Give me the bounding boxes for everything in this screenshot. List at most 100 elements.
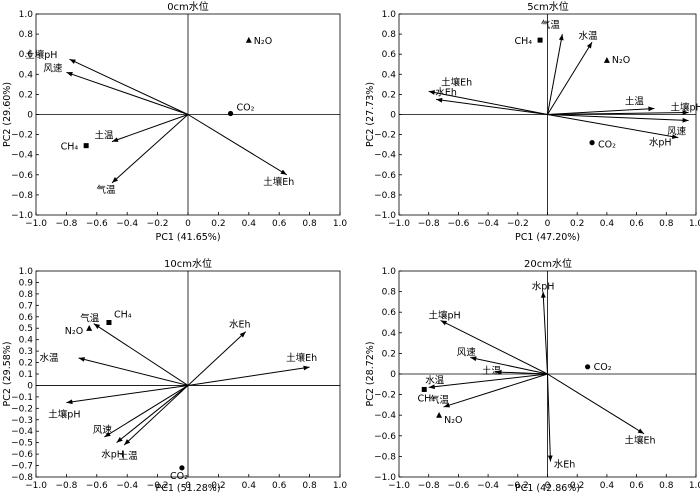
y-tick-label: −1.0 [374,473,396,483]
vector-label: 土壤pH [670,101,700,113]
y-tick-label: 0.6 [19,50,34,60]
y-tick-label: 0.6 [382,308,397,318]
x-tick-label: 0.4 [242,481,257,491]
y-tick-label: −0.8 [374,191,396,201]
y-tick-label: 0.1 [19,370,33,380]
loading-vector-4 [436,98,548,115]
y-tick-label: 0.3 [19,347,33,357]
y-tick-label: −0.2 [11,131,33,141]
x-tick-label: 0.6 [272,219,287,229]
loading-vector-3 [66,384,189,404]
arrowhead [428,90,436,95]
vector-label: 土壤Eh [286,352,317,364]
x-tick-label: −0.4 [116,481,138,491]
x-tick-label: 1.0 [333,219,348,229]
loading-vector-6 [443,373,548,408]
vector-label: 水Eh [554,459,576,471]
loading-vector-2 [440,319,548,375]
arrowhead [428,384,435,390]
loading-vector-4 [111,114,189,184]
point-marker [86,325,93,331]
arrowhead [470,356,477,362]
vector-label: 水Eh [229,319,251,331]
x-tick-label: 0 [185,481,191,491]
point-marker [537,37,543,43]
x-tick-label: 0 [545,481,551,491]
y-tick-label: 0.2 [382,90,396,100]
y-tick-label: −0.4 [11,151,33,161]
arrowhead [586,42,593,49]
y-tick-label: −0.2 [374,391,396,401]
y-tick-label: 0.4 [19,336,34,346]
x-tick-label: 0.8 [659,219,674,229]
panel-1: −1.0 −0.8 −0.6 −0.4 −0.2 0 0.2 0.4 0.6 0.8 1.0 −1.0… [2,0,347,243]
x-tick-label: −1.0 [388,481,410,491]
y-tick-label: 0.2 [19,359,33,369]
loading-vector-5 [547,107,655,115]
point-marker [179,465,185,471]
point-marker [436,412,443,418]
arrowhead [78,357,85,362]
x-tick-label: 0.2 [211,219,225,229]
vector-label: 水温 [40,352,60,364]
x-tick-label: −1.0 [25,481,47,491]
arrowhead [637,428,645,434]
loading-vector-3 [111,114,189,143]
y-tick-label: −0.7 [11,462,33,472]
point-marker [106,320,112,325]
point-marker [245,36,252,43]
point-label: N₂O [65,326,83,337]
y-tick-label: 0.2 [19,90,33,100]
loading-vector-6 [547,111,689,115]
arrowhead [682,110,689,115]
point-label: CH₄ [417,393,435,404]
y-tick-label: 0.5 [19,324,33,334]
vector-label: 风速 [93,425,113,436]
x-tick-label: 0.6 [272,481,287,491]
y-tick-label: 0.8 [19,30,34,40]
loading-vector-1 [93,323,189,386]
y-tick-label: −0.4 [374,151,396,161]
y-axis-label: PC2 (29.58%) [2,341,13,406]
y-tick-label: 0.6 [382,50,397,60]
y-tick-label: 0.9 [19,278,34,288]
vector-label: 土壤pH [48,409,80,421]
loading-vector-7 [187,331,247,386]
point-label: CO₂ [170,471,188,482]
x-tick-label: 1.0 [689,481,700,491]
x-tick-label: 0 [545,219,551,229]
loading-vector-4 [104,385,189,438]
y-tick-label: −0.1 [11,393,33,403]
x-tick-label: −0.4 [477,219,499,229]
x-tick-label: −1.0 [388,219,410,229]
x-tick-label: −0.6 [447,481,469,491]
y-tick-label: 1.0 [382,267,397,277]
x-axis-label: PC1 (41.65%) [155,232,220,243]
loading-vector-6 [123,385,189,446]
y-tick-label: −0.6 [11,171,33,181]
arrowhead [436,97,443,103]
arrowhead [112,177,119,183]
x-tick-label: 1.0 [333,481,348,491]
arrowhead [239,331,246,338]
vector-label: 水温 [579,30,599,42]
y-tick-label: −0.6 [11,450,33,460]
loading-vector-1 [69,58,189,115]
x-tick-label: −1.0 [25,219,47,229]
x-tick-label: −0.6 [86,219,108,229]
y-tick-label: 0.4 [382,70,397,80]
point-marker [584,364,591,370]
y-axis-label: PC2 (29.60%) [2,82,13,147]
vector-label: 水温 [425,374,445,386]
point-marker [603,57,610,63]
x-tick-label: −0.2 [507,219,529,229]
vector-label: 土壤pH [25,49,57,61]
x-tick-label: 0.6 [629,219,644,229]
x-tick-label: 0.2 [211,481,225,491]
x-tick-label: −0.6 [447,219,469,229]
y-tick-label: −0.5 [11,439,33,449]
x-tick-label: −0.8 [55,219,77,229]
vector-label: 气温 [96,184,116,196]
loading-vector-8 [547,373,551,462]
arrowhead [69,59,76,64]
